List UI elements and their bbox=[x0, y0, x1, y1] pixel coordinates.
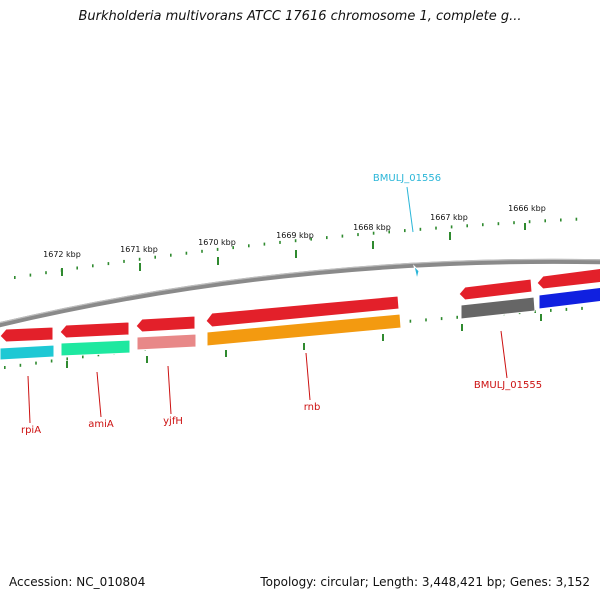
minor-tick bbox=[279, 240, 281, 244]
label-leaders bbox=[27, 186, 508, 424]
minor-tick bbox=[310, 237, 312, 241]
gene-label-rnb[interactable]: rnb bbox=[304, 402, 321, 413]
minor-tick bbox=[138, 257, 141, 261]
minor-tick bbox=[29, 273, 32, 277]
tick-1671: 1671 kbp bbox=[120, 245, 158, 271]
chromosome-backbone bbox=[0, 258, 600, 328]
minor-tick bbox=[560, 218, 562, 222]
minor-tick bbox=[35, 361, 37, 365]
minor-tick bbox=[534, 310, 536, 313]
minor-tick bbox=[404, 229, 406, 233]
minor-tick bbox=[201, 249, 203, 253]
minor-tick bbox=[170, 253, 172, 257]
minor-tick bbox=[326, 236, 328, 240]
minor-tick bbox=[565, 307, 568, 311]
minor-tick bbox=[450, 225, 453, 229]
tick-label: 1670 kbp bbox=[198, 238, 236, 247]
tick-label: 1666 kbp bbox=[508, 204, 546, 213]
minor-tick bbox=[50, 359, 53, 363]
minor-tick bbox=[154, 255, 156, 259]
minor-tick bbox=[341, 234, 344, 238]
minor-tick bbox=[263, 242, 266, 246]
minor-tick bbox=[528, 220, 531, 224]
tick-1668: 1668 kbp bbox=[353, 223, 391, 249]
minor-tick bbox=[216, 247, 219, 251]
gene-label-yjfH[interactable]: yjfH bbox=[163, 416, 183, 427]
tick-label: 1667 kbp bbox=[430, 213, 468, 222]
minor-tick bbox=[409, 319, 412, 323]
tick-label: 1669 kbp bbox=[276, 231, 314, 240]
gene-yjfH[interactable] bbox=[135, 315, 197, 351]
gene-BMULJ_01556[interactable] bbox=[413, 264, 420, 280]
gene-BMULJ_01555[interactable] bbox=[458, 278, 536, 320]
tick-label: 1668 kbp bbox=[353, 223, 391, 232]
genome-summary-text: Topology: circular; Length: 3,448,421 bp… bbox=[260, 575, 590, 589]
tick-1672: 1672 kbp bbox=[43, 250, 81, 276]
gene-label-BMULJ_01555[interactable]: BMULJ_01555 bbox=[474, 380, 542, 391]
minor-tick bbox=[82, 355, 84, 359]
minor-tick bbox=[357, 233, 359, 237]
minor-tick bbox=[544, 219, 546, 223]
minor-tick bbox=[294, 239, 297, 243]
accession-text: Accession: NC_010804 bbox=[9, 575, 146, 589]
gene-unlabelled[interactable] bbox=[536, 268, 600, 310]
minor-tick bbox=[4, 366, 6, 369]
minor-tick bbox=[575, 217, 578, 221]
tick-1669: 1669 kbp bbox=[276, 231, 314, 258]
minor-tick bbox=[66, 357, 68, 361]
minor-tick bbox=[497, 222, 500, 226]
minor-tick bbox=[19, 363, 22, 367]
minor-tick bbox=[248, 244, 250, 248]
gene-rpiA[interactable] bbox=[0, 326, 55, 361]
map-title: Burkholderia multivorans ATCC 17616 chro… bbox=[78, 9, 522, 24]
tick-label: 1671 kbp bbox=[120, 245, 158, 254]
gene-label-amiA[interactable]: amiA bbox=[88, 419, 114, 430]
minor-tick bbox=[92, 264, 94, 268]
minor-tick bbox=[425, 318, 427, 322]
tick-label: 1672 kbp bbox=[43, 250, 81, 259]
minor-tick bbox=[482, 223, 484, 227]
minor-tick bbox=[107, 262, 110, 266]
outer-minor-ticks bbox=[14, 217, 578, 279]
minor-tick bbox=[76, 266, 78, 270]
gene-rnb[interactable] bbox=[205, 295, 402, 347]
minor-tick bbox=[14, 276, 16, 279]
gene-label-rpiA[interactable]: rpiA bbox=[21, 425, 41, 436]
tick-1666: 1666 kbp bbox=[508, 204, 546, 230]
minor-tick bbox=[435, 226, 437, 230]
minor-tick bbox=[513, 221, 515, 225]
gene-label-BMULJ_01556[interactable]: BMULJ_01556 bbox=[373, 173, 441, 184]
minor-tick bbox=[466, 224, 468, 228]
minor-tick bbox=[372, 231, 375, 235]
major-ticks: 1666 kbp 1667 kbp 1668 kbp 1669 kbp 1670… bbox=[43, 204, 546, 368]
gene-amiA[interactable] bbox=[59, 321, 131, 357]
minor-tick bbox=[185, 251, 188, 255]
minor-tick bbox=[45, 271, 47, 275]
minor-tick bbox=[581, 306, 583, 310]
minor-tick bbox=[123, 259, 125, 263]
minor-tick bbox=[232, 246, 234, 250]
minor-tick bbox=[456, 315, 458, 319]
minor-tick bbox=[388, 230, 390, 234]
tick-1667: 1667 kbp bbox=[430, 213, 468, 240]
minor-tick bbox=[419, 227, 422, 231]
tick-1670: 1670 kbp bbox=[198, 238, 236, 265]
minor-tick bbox=[440, 317, 443, 321]
minor-tick bbox=[550, 308, 552, 312]
